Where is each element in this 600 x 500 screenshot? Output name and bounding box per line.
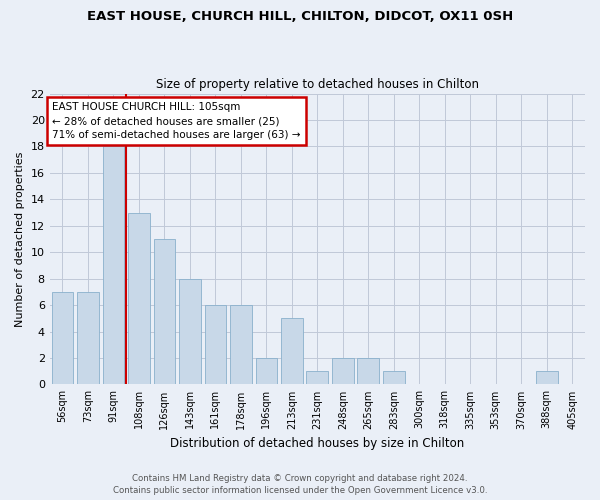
Bar xyxy=(128,212,150,384)
Text: Contains HM Land Registry data © Crown copyright and database right 2024.
Contai: Contains HM Land Registry data © Crown c… xyxy=(113,474,487,495)
Text: EAST HOUSE CHURCH HILL: 105sqm
← 28% of detached houses are smaller (25)
71% of : EAST HOUSE CHURCH HILL: 105sqm ← 28% of … xyxy=(52,102,301,141)
Bar xyxy=(332,358,353,384)
Title: Size of property relative to detached houses in Chilton: Size of property relative to detached ho… xyxy=(156,78,479,91)
Bar xyxy=(52,292,73,384)
Bar xyxy=(383,371,404,384)
Bar xyxy=(103,146,124,384)
Bar xyxy=(256,358,277,384)
Y-axis label: Number of detached properties: Number of detached properties xyxy=(15,152,25,326)
Bar xyxy=(536,371,557,384)
Bar xyxy=(154,239,175,384)
Bar xyxy=(179,278,201,384)
Bar xyxy=(230,305,251,384)
Bar xyxy=(205,305,226,384)
Bar xyxy=(358,358,379,384)
Bar xyxy=(281,318,302,384)
Text: EAST HOUSE, CHURCH HILL, CHILTON, DIDCOT, OX11 0SH: EAST HOUSE, CHURCH HILL, CHILTON, DIDCOT… xyxy=(87,10,513,23)
X-axis label: Distribution of detached houses by size in Chilton: Distribution of detached houses by size … xyxy=(170,437,464,450)
Bar xyxy=(77,292,99,384)
Bar xyxy=(307,371,328,384)
